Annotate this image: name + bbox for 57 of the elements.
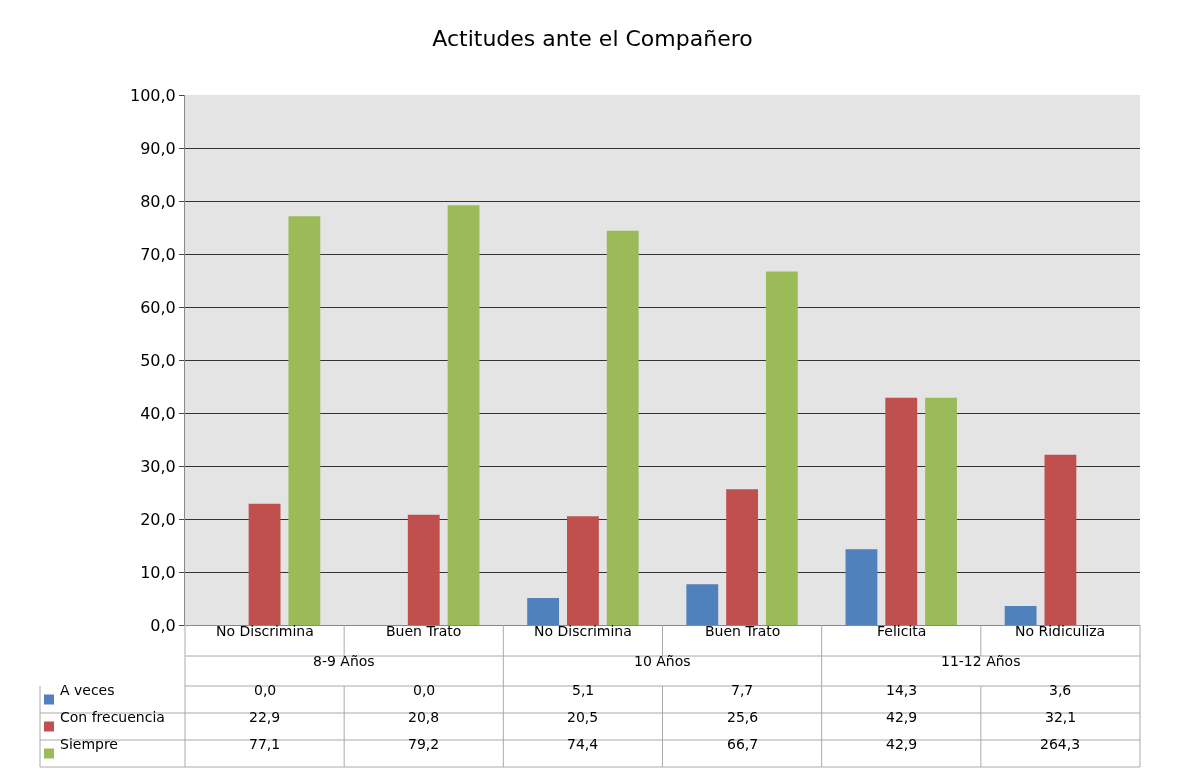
x-tick-label: No Discrimina [216, 623, 314, 639]
y-tick-label: 0,0 [150, 615, 176, 635]
y-tick-label: 50,0 [140, 350, 176, 370]
data-label: 66,7 [727, 736, 759, 752]
text: 8-9 Años [313, 653, 375, 669]
x-tick-label: No Discrimina [534, 623, 632, 639]
y-tick-label: 60,0 [140, 297, 176, 317]
data-label: 42,9 [886, 709, 918, 725]
data-label: 25,6 [727, 709, 759, 725]
bar [726, 489, 758, 625]
data-label: 74,4 [567, 736, 599, 752]
data-label: 7,7 [731, 682, 754, 698]
bar [447, 205, 480, 625]
y-tick-label: 10,0 [140, 562, 176, 582]
text: 10 Años [634, 653, 691, 669]
bar [885, 397, 918, 625]
x-tick-label: Buen Trato [386, 623, 462, 639]
data-label: 20,5 [567, 709, 599, 725]
legend-label: Siempre [60, 736, 118, 752]
text: 11-12 Años [941, 653, 1021, 669]
x-tick-label: Felicita [877, 623, 927, 639]
legend-label: A veces [60, 682, 115, 698]
data-label: 79,2 [408, 736, 440, 752]
x-tick-label: No Ridiculiza [1015, 623, 1106, 639]
legend-label: Con frecuencia [60, 709, 165, 725]
y-tick-label: 80,0 [140, 191, 176, 211]
bar [248, 503, 281, 625]
y-tick-label: 70,0 [140, 244, 176, 264]
data-label: 14,3 [886, 682, 918, 698]
data-label: 5,1 [572, 682, 595, 698]
bar [407, 514, 440, 625]
data-label: 22,9 [249, 709, 281, 725]
data-label: 77,1 [249, 736, 281, 752]
bar [1004, 605, 1037, 625]
chart-title: Actitudes ante el Compañero [432, 26, 753, 52]
bar [567, 516, 599, 625]
y-tick-label: 100,0 [129, 85, 176, 105]
bar [527, 597, 560, 625]
bar [845, 549, 878, 625]
bar [686, 584, 719, 625]
text: 264,3 [1040, 736, 1081, 752]
data-label: 0,0 [413, 682, 436, 698]
data-label: 42,9 [886, 736, 918, 752]
bar [1044, 454, 1077, 625]
y-tick-label: 20,0 [140, 509, 176, 529]
bar [606, 230, 639, 625]
bar [765, 271, 798, 625]
x-tick-label: Buen Trato [705, 623, 781, 639]
bar [925, 397, 957, 625]
data-label: 32,1 [1045, 709, 1077, 725]
data-label: 3,6 [1049, 682, 1072, 698]
y-tick-label: 40,0 [140, 403, 176, 423]
data-label: 20,8 [408, 709, 440, 725]
y-tick-label: 30,0 [140, 456, 176, 476]
data-label: 0,0 [254, 682, 277, 698]
bar [288, 216, 321, 625]
y-tick-label: 90,0 [140, 138, 176, 158]
